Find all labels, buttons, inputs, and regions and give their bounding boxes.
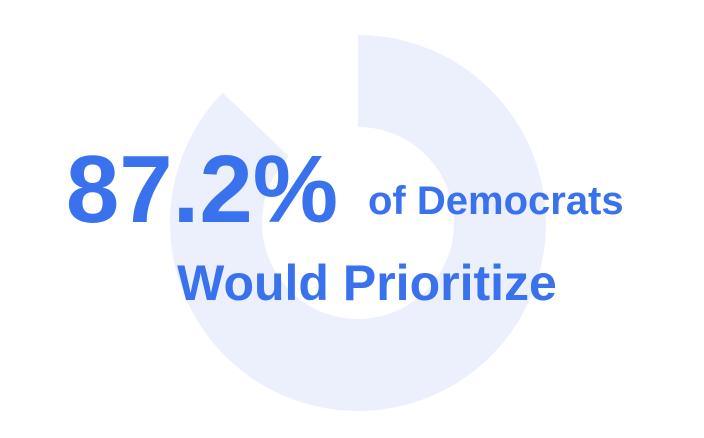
donut-segment [169, 35, 546, 412]
donut [169, 35, 546, 412]
caption: of Democrats [368, 179, 624, 223]
caption: Would Prioritize [177, 255, 557, 311]
value-label: 87.2% [66, 136, 338, 243]
